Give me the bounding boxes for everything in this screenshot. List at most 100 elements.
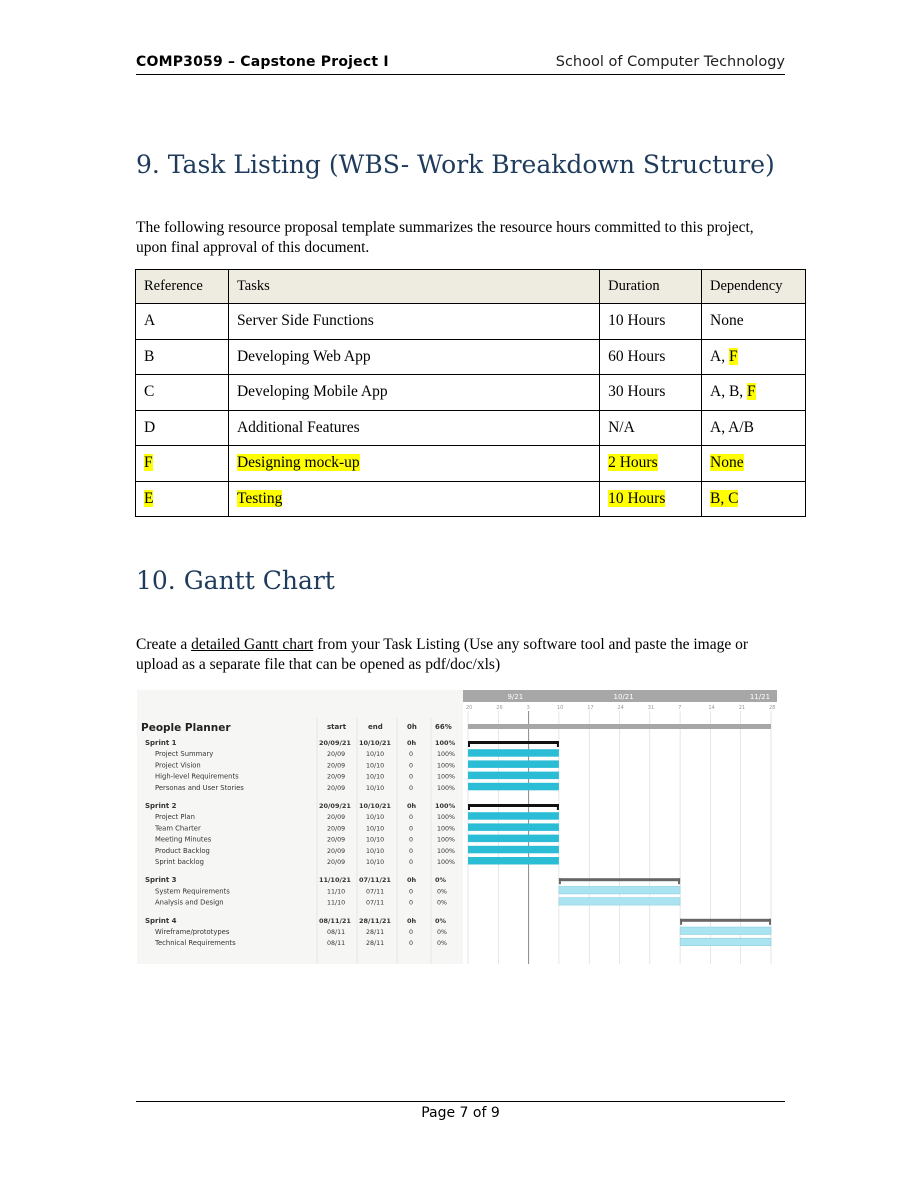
dependency-cell-text: A,	[710, 347, 729, 365]
sprint-bar-cap	[769, 918, 771, 925]
task-end: 07/11	[366, 888, 384, 895]
reference-cell: E	[135, 480, 229, 517]
task-hours: 0	[409, 888, 413, 895]
task-end: 07/11	[366, 900, 384, 907]
sprint-name: Sprint 4	[145, 917, 177, 925]
sprint-pct: 100%	[435, 802, 456, 810]
task-cell: Testing	[227, 480, 601, 517]
section-10-intro: Create a detailed Gantt chart from your …	[136, 635, 786, 675]
dependency-cell: A, A/B	[701, 409, 806, 446]
task-name: Technical Requirements	[154, 939, 236, 947]
reference-cell-text: F	[144, 454, 153, 471]
task-pct: 100%	[437, 825, 455, 832]
task-pct: 0%	[437, 900, 447, 907]
task-start: 20/09	[327, 859, 345, 866]
day-tick-label: 20	[466, 705, 472, 711]
task-cell-text: Server Side Functions	[236, 312, 374, 329]
gantt-task-panel	[137, 690, 463, 964]
task-bar	[468, 782, 559, 791]
column-header: Tasks	[227, 269, 601, 304]
task-pct: 100%	[437, 859, 455, 866]
column-header: end	[368, 723, 383, 731]
column-header: Duration	[599, 269, 702, 304]
duration-cell: N/A	[599, 409, 702, 446]
duration-cell-text: 10 Hours	[608, 489, 666, 507]
table-row: F Designing mock-up 2 Hours None	[135, 445, 806, 482]
sprint-start: 08/11/21	[319, 917, 351, 925]
day-tick-label: 14	[708, 705, 714, 711]
table-row: A Server Side Functions 10 Hours None	[135, 303, 806, 340]
dependency-cell-text: None	[710, 454, 744, 471]
planner-title: People Planner	[141, 722, 231, 734]
dependency-cell: A, B, F	[701, 374, 806, 411]
sprint-summary-bar	[468, 741, 559, 744]
day-tick-label: 31	[648, 705, 654, 711]
task-end: 10/10	[366, 837, 384, 844]
task-start: 11/10	[327, 888, 345, 895]
task-end: 10/10	[366, 785, 384, 792]
task-hours: 0	[409, 762, 413, 769]
task-start: 08/11	[327, 940, 345, 947]
duration-cell-text: 60 Hours	[608, 347, 666, 365]
project-summary-bar	[468, 724, 771, 729]
task-bar	[468, 823, 559, 831]
wbs-table: Reference Tasks Duration Dependency A Ser…	[135, 269, 806, 517]
task-bar	[558, 897, 681, 906]
task-end: 10/10	[366, 774, 384, 781]
task-name: Sprint backlog	[155, 858, 204, 866]
column-header: 66%	[435, 723, 452, 731]
sprint-hours: 0h	[407, 876, 417, 884]
task-start: 20/09	[327, 774, 345, 781]
task-hours: 0	[409, 814, 413, 821]
task-start: 20/09	[327, 825, 345, 832]
task-name: Project Plan	[155, 813, 195, 821]
reference-cell: D	[135, 409, 229, 446]
task-name: High-level Requirements	[155, 773, 239, 781]
reference-cell: B	[135, 338, 229, 375]
table-header-row: Reference Tasks Duration Dependency	[135, 269, 806, 304]
task-start: 20/09	[327, 837, 345, 844]
day-tick-label: 7	[678, 705, 681, 711]
task-pct: 0%	[437, 888, 447, 895]
task-hours: 0	[409, 837, 413, 844]
column-header: 0h	[407, 723, 417, 731]
task-pct: 100%	[437, 762, 455, 769]
gantt-chart: 9/21 10/21 11/21 20 26 3 10 17 24 31 7 14 21 28 People…	[137, 690, 777, 964]
sprint-summary-bar	[680, 918, 771, 922]
month-label: 9/21	[507, 693, 523, 701]
task-bar	[679, 926, 772, 935]
task-cell-text: Developing Web App	[236, 347, 371, 365]
duration-cell: 60 Hours	[599, 338, 702, 375]
task-end: 28/11	[366, 929, 384, 936]
task-name: Analysis and Design	[155, 899, 224, 907]
task-start: 11/10	[327, 900, 345, 907]
task-bar	[468, 771, 559, 780]
task-pct: 100%	[437, 814, 455, 821]
sprint-end: 10/10/21	[359, 802, 391, 810]
task-cell-text: Developing Mobile App	[236, 383, 388, 400]
sprint-bar-cap	[556, 741, 559, 747]
day-tick-label: 26	[496, 705, 502, 711]
reference-cell-text: D	[144, 418, 156, 436]
sprint-end: 28/11/21	[359, 917, 391, 925]
task-start: 20/09	[327, 785, 345, 792]
sprint-pct: 100%	[435, 739, 456, 747]
page-footer: Page 7 of 9	[136, 1101, 785, 1121]
task-cell: Developing Mobile App	[227, 374, 601, 411]
task-hours: 0	[409, 848, 413, 855]
reference-cell-text: C	[144, 383, 155, 400]
dependency-cell-text: B, C	[710, 489, 739, 507]
task-hours: 0	[409, 900, 413, 907]
task-bar	[468, 812, 559, 820]
task-hours: 0	[409, 825, 413, 832]
day-tick-label: 17	[587, 705, 593, 711]
dependency-cell: A, F	[701, 338, 806, 375]
dependency-cell: None	[701, 445, 806, 482]
sprint-pct: 0%	[435, 876, 447, 884]
duration-cell: 2 Hours	[599, 445, 702, 482]
sprint-name: Sprint 3	[145, 876, 177, 884]
task-pct: 0%	[437, 929, 447, 936]
task-cell: Designing mock-up	[227, 445, 601, 482]
task-start: 20/09	[327, 762, 345, 769]
duration-cell-text: 2 Hours	[608, 454, 658, 471]
